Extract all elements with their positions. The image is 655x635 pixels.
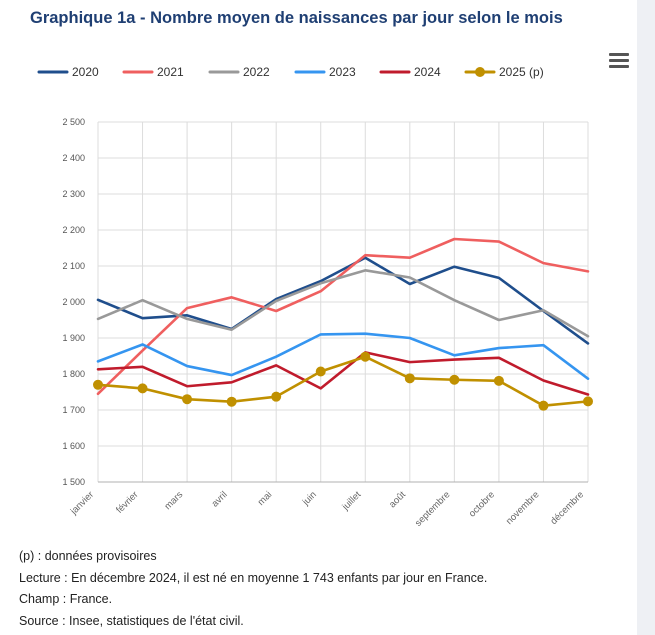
y-tick-label: 2 200 (62, 225, 85, 235)
data-point-2025-p (137, 383, 148, 394)
hamburger-menu-icon[interactable] (609, 53, 629, 69)
legend-item-2020[interactable]: 2020 (37, 65, 99, 79)
series-2025-p (93, 351, 593, 411)
series-layer (93, 237, 593, 411)
chart-legend: 2020 2021 2022 2023 2024 2025 (p) (37, 65, 544, 79)
x-tick-label: juillet (340, 489, 364, 513)
series-line-2023 (96, 332, 590, 380)
series-line-2022 (96, 269, 590, 338)
y-axis: 1 500 1 600 1 700 1 800 1 900 2 000 2 100 2 200… (62, 117, 85, 487)
y-tick-label: 2 300 (62, 189, 85, 199)
legend-marker (475, 67, 485, 77)
series-line-2024 (96, 351, 590, 396)
legend-item-2022[interactable]: 2022 (208, 65, 270, 79)
x-tick-label: avril (210, 489, 230, 509)
data-point-2025-p (315, 366, 326, 377)
legend-label: 2023 (329, 65, 356, 79)
chart-title: Graphique 1a - Nombre moyen de naissance… (30, 9, 563, 27)
data-point-2025-p (583, 396, 593, 407)
x-tick-label: décembre (548, 489, 586, 527)
note-source: Source : Insee, statistiques de l'état c… (19, 613, 244, 628)
y-tick-label: 1 500 (62, 477, 85, 487)
y-tick-label: 2 000 (62, 297, 85, 307)
y-tick-label: 1 700 (62, 405, 85, 415)
note-reading: Lecture : En décembre 2024, il est né en… (19, 570, 488, 585)
x-tick-label: novembre (504, 489, 542, 527)
note-provisional: (p) : données provisoires (19, 549, 157, 563)
series-line-2025-p (96, 355, 590, 407)
data-point-2025-p (226, 396, 237, 407)
series-2022 (96, 269, 590, 338)
legend-label: 2022 (243, 65, 270, 79)
x-tick-label: septembre (413, 489, 453, 529)
x-axis: janvier février mars avril mai juin juillet aoû… (68, 481, 588, 529)
x-tick-label: octobre (467, 489, 497, 519)
series-2023 (96, 332, 590, 380)
chart-grid (97, 121, 589, 483)
note-scope: Champ : France. (19, 592, 113, 606)
x-tick-label: février (114, 489, 140, 515)
x-tick-label: mai (256, 489, 275, 508)
y-tick-label: 1 900 (62, 333, 85, 343)
legend-item-2025-p[interactable]: 2025 (p) (464, 65, 544, 79)
legend-label: 2025 (p) (499, 65, 544, 79)
series-line-2020 (96, 256, 590, 345)
chart-card: Graphique 1a - Nombre moyen de naissance… (0, 0, 637, 635)
data-point-2025-p (493, 375, 504, 386)
y-tick-label: 2 100 (62, 261, 85, 271)
legend-item-2021[interactable]: 2021 (122, 65, 184, 79)
x-tick-label: mars (162, 489, 185, 512)
legend-item-2024[interactable]: 2024 (379, 65, 441, 79)
data-point-2025-p (271, 391, 282, 402)
data-point-2025-p (449, 374, 460, 385)
y-tick-label: 2 500 (62, 117, 85, 127)
series-2024 (96, 351, 590, 396)
data-point-2025-p (360, 351, 371, 362)
series-2020 (96, 256, 590, 345)
data-point-2025-p (182, 394, 193, 405)
y-tick-label: 2 400 (62, 153, 85, 163)
x-tick-label: août (387, 489, 408, 510)
legend-label: 2024 (414, 65, 441, 79)
data-point-2025-p (404, 373, 415, 384)
legend-label: 2020 (72, 65, 99, 79)
y-tick-label: 1 600 (62, 441, 85, 451)
data-point-2025-p (538, 400, 549, 411)
data-point-2025-p (93, 379, 103, 390)
y-tick-label: 1 800 (62, 369, 85, 379)
x-tick-label: juin (300, 489, 319, 508)
legend-item-2023[interactable]: 2023 (294, 65, 356, 79)
chart-notes: (p) : données provisoires Lecture : En d… (19, 546, 487, 632)
legend-label: 2021 (157, 65, 184, 79)
x-tick-label: janvier (68, 489, 96, 517)
